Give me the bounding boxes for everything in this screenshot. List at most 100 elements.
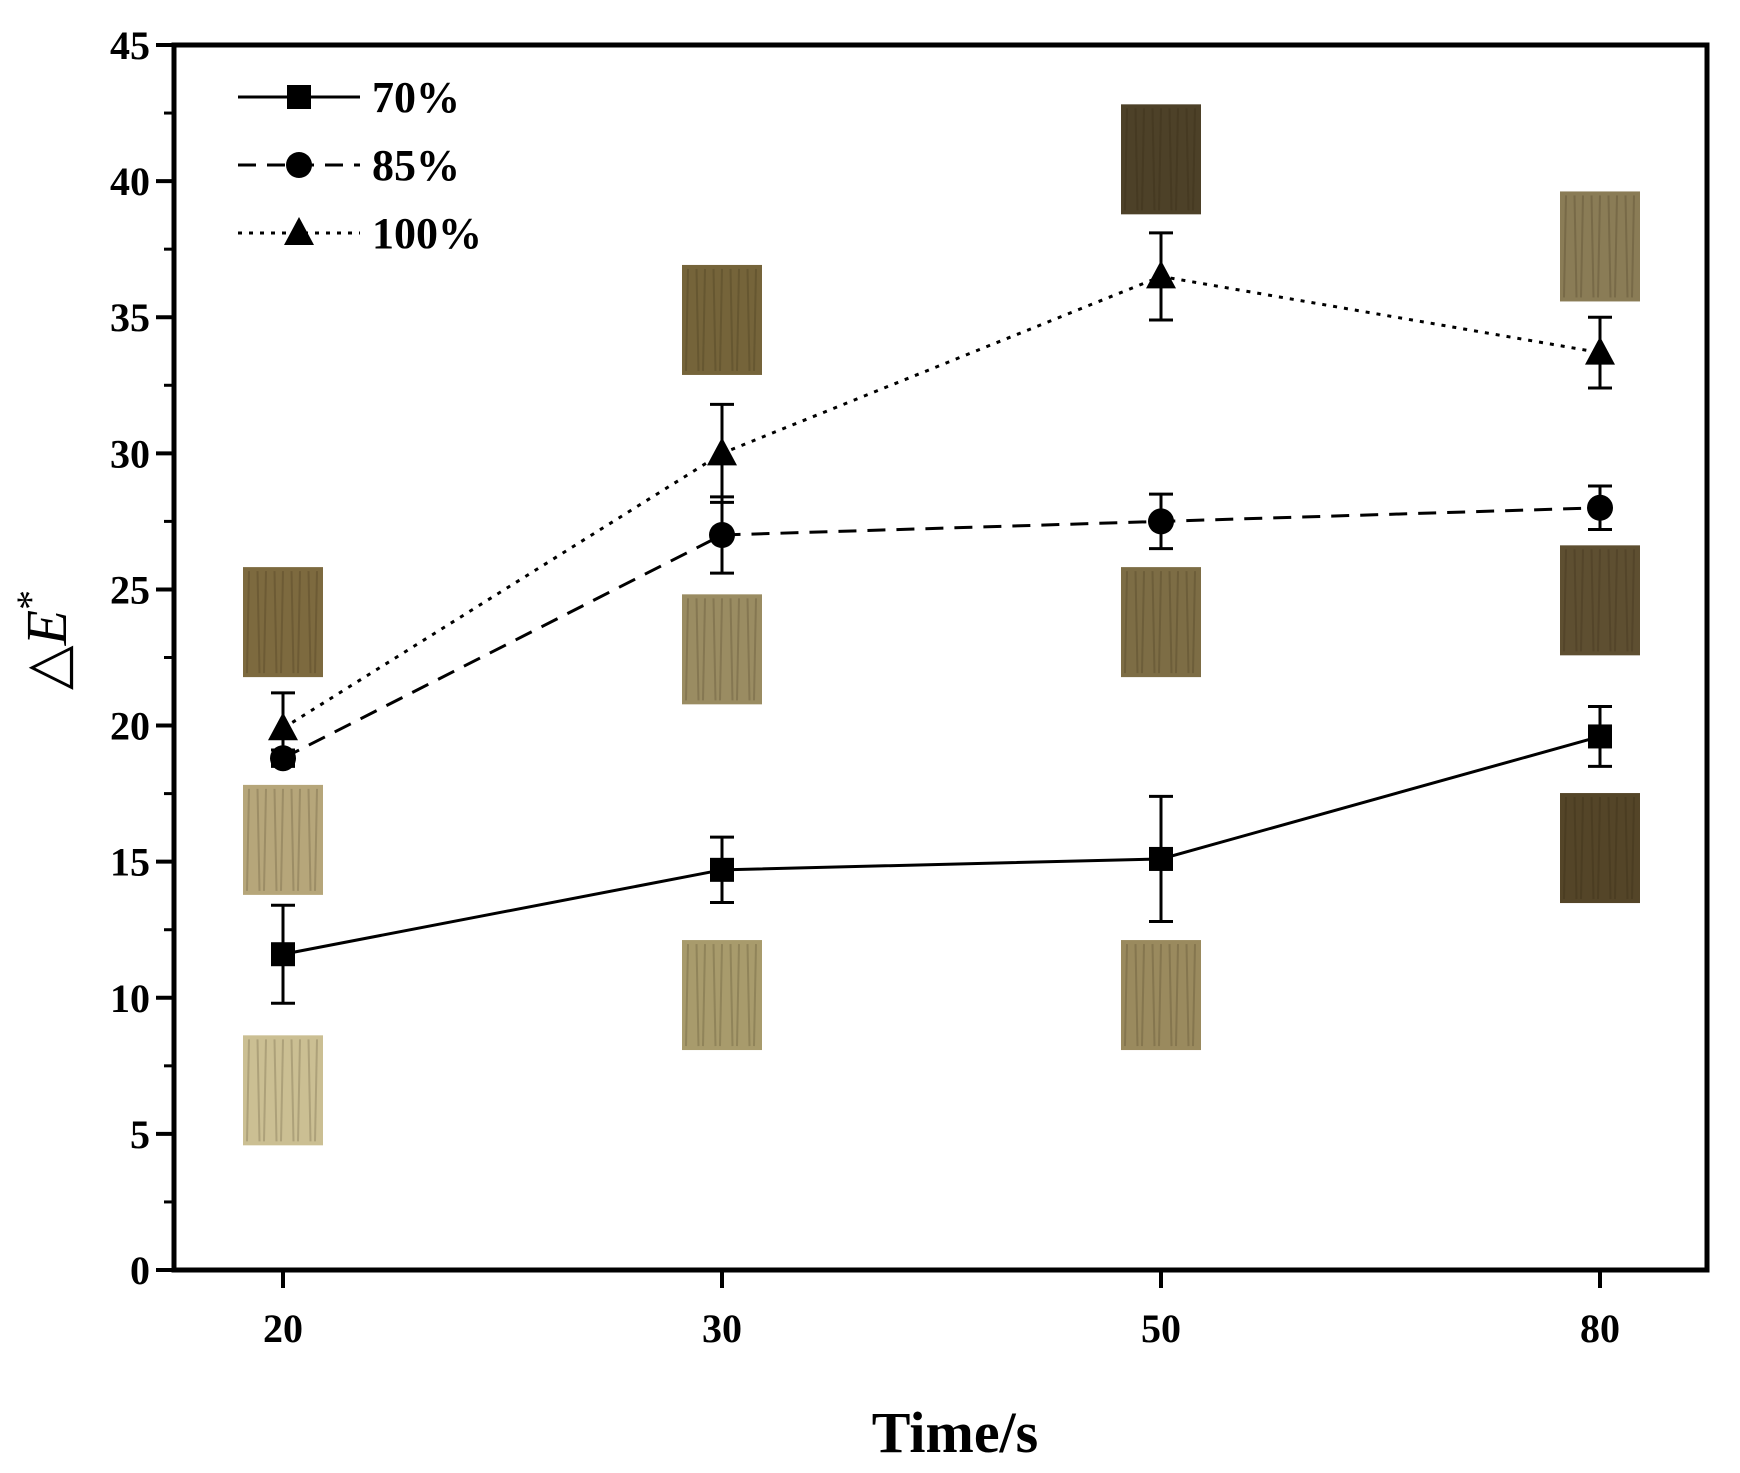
sample-image-80s-11: [1560, 191, 1640, 302]
sample-image-grain: [1134, 108, 1139, 211]
sample-image-grain: [729, 598, 734, 701]
sample-image-grain: [263, 1039, 267, 1142]
sample-image-grain: [695, 268, 700, 371]
sample-image-grain: [1607, 797, 1612, 900]
sample-image-grain: [753, 598, 757, 701]
sample-image-grain: [746, 944, 751, 1047]
series-100%: [268, 231, 1615, 766]
sample-image-grain: [1151, 944, 1156, 1047]
sample-image-grain: [307, 571, 312, 674]
sample-image-grain: [685, 944, 689, 1047]
sample-image-grain: [1573, 797, 1578, 900]
sample-image-grain: [1624, 195, 1629, 298]
sample-image-30s-3: [682, 940, 762, 1051]
sample-image-20s-1: [243, 784, 323, 895]
sample-image-grain: [1597, 797, 1601, 900]
sample-image-grain: [256, 788, 261, 891]
sample-image-grain: [1151, 108, 1156, 211]
y-axis-title-superscript: *: [8, 590, 53, 610]
sample-image-grain: [280, 1039, 284, 1142]
legend-marker-100%: [284, 217, 314, 245]
sample-image-grain: [1158, 944, 1162, 1047]
sample-image-grain: [736, 944, 740, 1047]
sample-image-grain: [314, 788, 318, 891]
sample-image-20s-2: [243, 567, 323, 678]
sample-image-grain: [1573, 195, 1578, 298]
sample-image-grain: [280, 571, 284, 674]
sample-image-grain: [246, 1039, 250, 1142]
sample-image-grain: [1192, 108, 1196, 211]
point-70%-20: [271, 942, 295, 967]
point-100%-50: [1146, 260, 1176, 289]
sample-image-grain: [1597, 549, 1601, 652]
sample-image-grain: [1158, 108, 1162, 211]
sample-image-grain: [1175, 571, 1179, 674]
legend-label-85%: 85%: [372, 141, 460, 190]
sample-image-grain: [1624, 797, 1629, 900]
sample-image-grain: [1141, 944, 1145, 1047]
legend-label-70%: 70%: [372, 73, 460, 122]
sample-image-grain: [297, 1039, 301, 1142]
sample-image-grain: [1580, 797, 1584, 900]
sample-image-grain: [1580, 549, 1584, 652]
axes: 0 5 10 15 20 25 30 35 40 45 20 30 50 80: [110, 23, 1710, 1351]
sample-image-grain: [1185, 571, 1190, 674]
sample-image-grain: [1134, 571, 1139, 674]
sample-image-grain: [1614, 797, 1618, 900]
sample-image-grain: [746, 268, 751, 371]
sample-image-grain: [685, 268, 689, 371]
point-85%-50: [1148, 508, 1174, 535]
sample-image-grain: [702, 598, 706, 701]
sample-image-grain: [702, 268, 706, 371]
x-tick-label-50: 50: [1141, 1306, 1181, 1351]
y-tick-label-35: 35: [110, 295, 150, 340]
sample-image-80s-9: [1560, 793, 1640, 904]
sample-image-grain: [273, 1039, 278, 1142]
y-tick-label-25: 25: [110, 567, 150, 612]
sample-image-grain: [729, 944, 734, 1047]
point-100%-30: [707, 437, 737, 466]
legend-marker-70%: [287, 85, 311, 109]
sample-image-grain: [1563, 797, 1567, 900]
point-100%-80: [1585, 336, 1615, 365]
point-100%-20: [268, 712, 298, 741]
sample-image-grain: [297, 571, 301, 674]
sample-image-grain: [753, 944, 757, 1047]
sample-image-grain: [712, 598, 717, 701]
sample-image-grain: [1597, 195, 1601, 298]
sample-image-grain: [1563, 195, 1567, 298]
sample-image-grain: [1168, 944, 1173, 1047]
sample-image-grain: [719, 268, 723, 371]
series-85%: [270, 484, 1613, 772]
sample-image-grain: [1141, 571, 1145, 674]
y-tick-label-20: 20: [110, 704, 150, 749]
sample-image-grain: [1624, 549, 1629, 652]
series-line-85%: [282, 506, 1601, 760]
sample-image-grain: [314, 1039, 318, 1142]
sample-image-grain: [1590, 195, 1595, 298]
sample-image-grain: [273, 571, 278, 674]
sample-image-grain: [1573, 549, 1578, 652]
sample-image-grain: [280, 788, 284, 891]
y-tick-label-0: 0: [130, 1248, 150, 1293]
sample-image-30s-5: [682, 264, 762, 375]
y-axis-title-symbol: E: [14, 610, 79, 646]
point-85%-30: [709, 522, 735, 548]
sample-image-grain: [1607, 195, 1612, 298]
sample-image-grain: [256, 571, 261, 674]
sample-image-grain: [1580, 195, 1584, 298]
legend-label-100%: 100%: [372, 209, 482, 258]
sample-image-grain: [1168, 108, 1173, 211]
point-85%-80: [1587, 494, 1613, 521]
sample-image-grain: [1631, 797, 1635, 900]
y-tick-label-40: 40: [110, 159, 150, 204]
sample-image-80s-10: [1560, 545, 1640, 656]
sample-image-grain: [729, 268, 734, 371]
x-tick-label-30: 30: [702, 1306, 742, 1351]
sample-images-layer: [243, 104, 1640, 1146]
sample-image-grain: [753, 268, 757, 371]
sample-image-grain: [1192, 571, 1196, 674]
sample-image-grain: [1631, 195, 1635, 298]
x-tick-label-20: 20: [263, 1306, 303, 1351]
